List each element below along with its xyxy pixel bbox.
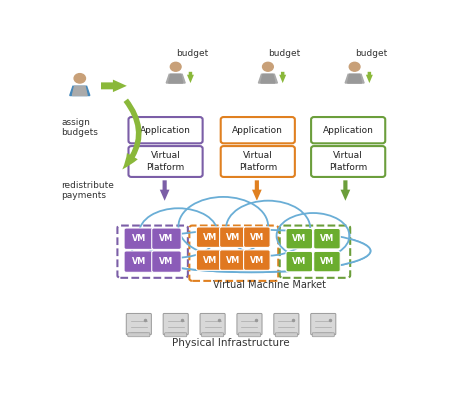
FancyBboxPatch shape [219, 250, 246, 270]
Text: Application: Application [232, 126, 283, 135]
Text: bid/payment: bid/payment [314, 166, 365, 175]
Circle shape [349, 62, 360, 71]
Text: bid/payment: bid/payment [131, 166, 183, 175]
FancyBboxPatch shape [201, 333, 224, 337]
Polygon shape [72, 86, 87, 96]
FancyBboxPatch shape [238, 333, 260, 337]
FancyArrowPatch shape [101, 80, 127, 92]
Text: VM: VM [292, 257, 307, 266]
FancyBboxPatch shape [128, 333, 150, 337]
Text: VM: VM [132, 234, 146, 243]
Text: VM: VM [202, 233, 217, 242]
FancyBboxPatch shape [311, 314, 336, 335]
Polygon shape [261, 74, 275, 83]
Text: Virtual
Platform: Virtual Platform [329, 152, 367, 172]
Text: budget: budget [176, 49, 208, 58]
Text: Virtual Machine Market: Virtual Machine Market [213, 280, 326, 290]
Polygon shape [347, 74, 362, 83]
Ellipse shape [277, 213, 349, 258]
Circle shape [170, 62, 181, 71]
FancyBboxPatch shape [200, 314, 225, 335]
Polygon shape [70, 86, 90, 96]
Text: VM: VM [292, 234, 307, 243]
FancyBboxPatch shape [275, 333, 298, 337]
Polygon shape [258, 74, 278, 83]
FancyBboxPatch shape [129, 117, 203, 143]
Text: VM: VM [226, 256, 240, 264]
Ellipse shape [277, 212, 349, 246]
Text: budget: budget [268, 49, 301, 58]
FancyBboxPatch shape [129, 146, 203, 177]
Ellipse shape [139, 208, 218, 258]
FancyBboxPatch shape [244, 227, 270, 247]
FancyBboxPatch shape [124, 228, 154, 249]
FancyBboxPatch shape [152, 228, 181, 249]
Text: Virtual
Platform: Virtual Platform [147, 152, 185, 172]
Ellipse shape [226, 199, 310, 241]
Text: Physical Infrastructure: Physical Infrastructure [172, 338, 290, 348]
Text: VM: VM [250, 256, 264, 264]
Polygon shape [166, 74, 185, 83]
FancyBboxPatch shape [165, 333, 187, 337]
Ellipse shape [132, 230, 370, 272]
Text: VM: VM [320, 257, 334, 266]
Polygon shape [169, 74, 183, 83]
Text: VM: VM [159, 234, 174, 243]
Ellipse shape [178, 197, 268, 256]
Circle shape [74, 73, 86, 83]
FancyBboxPatch shape [286, 251, 313, 272]
Text: Virtual
Platform: Virtual Platform [238, 152, 277, 172]
Text: VM: VM [132, 257, 146, 266]
FancyBboxPatch shape [244, 250, 270, 270]
FancyBboxPatch shape [126, 314, 151, 335]
FancyBboxPatch shape [311, 117, 385, 143]
FancyBboxPatch shape [124, 251, 154, 272]
Text: bid/payment: bid/payment [224, 166, 275, 175]
Text: VM: VM [159, 257, 174, 266]
Ellipse shape [132, 229, 370, 272]
Ellipse shape [226, 201, 310, 256]
Circle shape [263, 62, 273, 71]
FancyBboxPatch shape [286, 228, 313, 249]
FancyBboxPatch shape [314, 228, 340, 249]
Polygon shape [345, 74, 364, 83]
Text: Application: Application [323, 126, 374, 135]
Text: VM: VM [250, 233, 264, 242]
Text: Application: Application [140, 126, 191, 135]
FancyBboxPatch shape [312, 333, 334, 337]
FancyBboxPatch shape [197, 227, 223, 247]
FancyArrowPatch shape [122, 98, 141, 170]
FancyBboxPatch shape [163, 314, 188, 335]
Ellipse shape [178, 195, 268, 239]
FancyBboxPatch shape [152, 251, 181, 272]
FancyBboxPatch shape [237, 314, 262, 335]
Text: VM: VM [226, 233, 240, 242]
FancyBboxPatch shape [311, 146, 385, 177]
Ellipse shape [139, 207, 218, 244]
FancyBboxPatch shape [221, 146, 295, 177]
FancyBboxPatch shape [274, 314, 299, 335]
Text: budget: budget [355, 49, 387, 58]
Text: redistribute
payments: redistribute payments [61, 181, 114, 200]
FancyBboxPatch shape [219, 227, 246, 247]
Text: VM: VM [202, 256, 217, 264]
Text: VM: VM [320, 234, 334, 243]
Text: assign
budgets: assign budgets [61, 118, 98, 137]
FancyBboxPatch shape [221, 117, 295, 143]
FancyBboxPatch shape [314, 251, 340, 272]
FancyBboxPatch shape [197, 250, 223, 270]
